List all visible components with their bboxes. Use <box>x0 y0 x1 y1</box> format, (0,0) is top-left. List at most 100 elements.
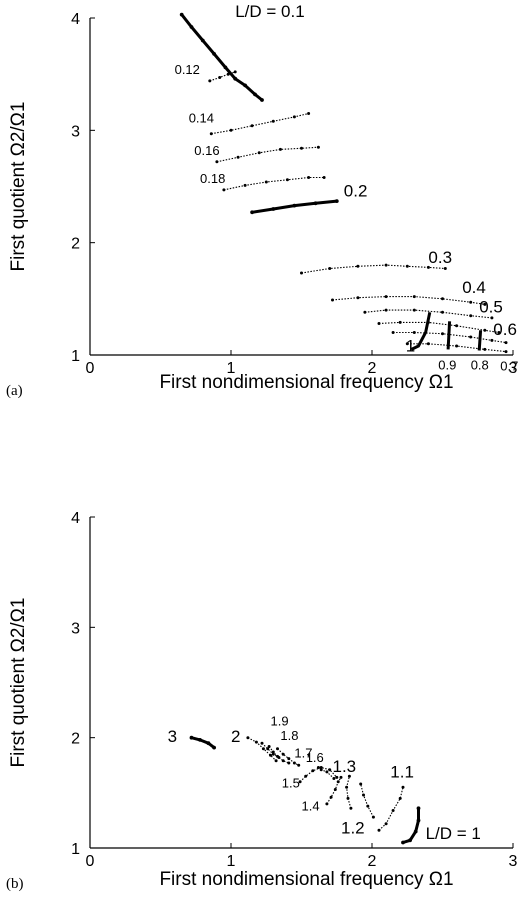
x-tick-label: 3 <box>509 360 518 377</box>
data-point-a-3-0 <box>215 160 219 164</box>
y-tick-label: 1 <box>71 841 80 858</box>
data-point-b-9-2 <box>271 752 275 756</box>
data-point-a-4-1 <box>243 183 247 187</box>
bold-segment-a-2 <box>477 330 483 351</box>
data-point-a-9-0 <box>377 322 381 325</box>
data-point-b-0-3 <box>416 818 421 823</box>
data-point-a-5-2 <box>292 203 297 208</box>
data-point-b-5-3 <box>319 766 323 769</box>
data-point-b-0-0 <box>401 840 405 845</box>
series-line-a-3 <box>216 146 319 163</box>
data-point-a-2-4 <box>292 115 296 119</box>
data-point-a-0-1 <box>189 25 194 29</box>
x-tick-label: 2 <box>368 360 377 377</box>
series-line-b-3 <box>346 776 352 809</box>
data-point-a-6-0 <box>300 271 303 275</box>
data-point-a-3-1 <box>236 155 240 159</box>
data-point-a-7-6 <box>483 302 487 306</box>
series-line-a-0 <box>180 13 263 102</box>
series-line-b-5 <box>299 766 338 783</box>
data-point-a-5-3 <box>313 201 318 206</box>
data-point-a-6-6 <box>443 267 447 270</box>
series-line-a-2 <box>211 112 309 135</box>
data-point-a-11-2 <box>455 344 459 348</box>
data-point-a-0-8 <box>260 98 264 102</box>
data-point-b-1-0 <box>377 828 381 832</box>
annotation-b-8: 1.8 <box>280 728 298 743</box>
data-point-a-11-4 <box>504 350 508 354</box>
data-point-a-10-5 <box>504 341 508 345</box>
data-point-b-6-3 <box>332 777 336 780</box>
data-point-b-4-0 <box>325 802 329 806</box>
data-point-a-0-7 <box>253 92 257 97</box>
data-point-b-1-2 <box>391 809 395 812</box>
annotation-b-6: 1.6 <box>306 750 324 765</box>
data-point-a-0-2 <box>200 38 205 43</box>
data-point-a-8-4 <box>469 314 473 318</box>
data-point-b-7-0 <box>276 747 279 751</box>
data-point-b-6-1 <box>319 768 323 772</box>
data-point-b-9-3 <box>277 756 281 759</box>
annotation-a-2: 0.14 <box>189 111 214 126</box>
data-point-a-2-3 <box>271 119 275 123</box>
data-point-a-8-0 <box>363 310 367 314</box>
data-point-b-6-2 <box>325 770 329 774</box>
x-tick-label: 0 <box>86 853 95 870</box>
data-point-b-7-3 <box>292 761 296 765</box>
annotation-b-0: L/D = 1 <box>426 824 481 843</box>
y-tick-label: 3 <box>71 123 80 140</box>
data-point-b-3-2 <box>345 785 349 789</box>
series-line-a-1 <box>209 71 236 82</box>
data-point-b-4-1 <box>329 795 333 799</box>
series-line-b-11 <box>191 736 216 749</box>
data-point-a-0-0 <box>179 12 184 17</box>
data-point-a-8-3 <box>441 310 444 314</box>
series-line-b-0 <box>402 808 420 844</box>
annotation-b-2: 1.2 <box>341 819 365 838</box>
data-point-b-1-4 <box>401 785 405 789</box>
data-point-a-9-3 <box>455 324 459 328</box>
data-point-a-0-4 <box>223 65 228 70</box>
data-point-b-3-3 <box>347 774 351 778</box>
data-point-a-11-3 <box>483 347 487 351</box>
annotation-b-7: 1.7 <box>294 746 312 761</box>
annotation-b-10: 2 <box>231 727 240 746</box>
data-point-b-0-4 <box>416 806 421 811</box>
data-point-b-7-2 <box>287 757 291 761</box>
data-point-b-10-3 <box>269 753 272 757</box>
data-point-a-10-2 <box>441 332 444 336</box>
annotation-a-10: 1 <box>406 337 415 356</box>
series-line-a-10 <box>393 331 507 344</box>
annotation-a-11: 0.9 <box>438 358 456 373</box>
data-point-b-3-1 <box>346 796 350 800</box>
data-point-b-10-1 <box>254 740 258 744</box>
data-point-b-8-0 <box>267 745 271 748</box>
data-point-a-0-5 <box>233 76 238 81</box>
data-point-b-0-2 <box>413 829 418 834</box>
data-point-b-11-0 <box>189 735 194 740</box>
series-line-a-8 <box>364 309 492 319</box>
data-point-b-5-2 <box>311 769 315 773</box>
series-line-b-9 <box>261 742 280 758</box>
data-point-b-0-1 <box>408 838 412 843</box>
annotation-a-3: 0.16 <box>194 143 219 158</box>
data-point-b-1-3 <box>398 796 402 800</box>
y-tick-label: 1 <box>71 348 80 365</box>
data-point-b-10-0 <box>246 736 250 740</box>
annotation-a-0: L/D = 0.1 <box>235 2 304 21</box>
data-point-a-5-1 <box>271 207 276 211</box>
data-point-b-7-4 <box>297 763 301 767</box>
data-point-a-10-4 <box>490 338 494 342</box>
series-line-a-7 <box>332 296 485 305</box>
data-point-b-5-4 <box>328 768 332 772</box>
annotation-a-12: 0.8 <box>471 358 489 373</box>
data-point-b-10-2 <box>261 747 265 751</box>
bold-segment-a-1 <box>446 321 452 350</box>
panel-label: (b) <box>6 876 24 892</box>
data-point-a-6-5 <box>426 265 430 269</box>
data-point-a-2-5 <box>307 112 311 115</box>
data-point-a-4-0 <box>222 188 226 192</box>
